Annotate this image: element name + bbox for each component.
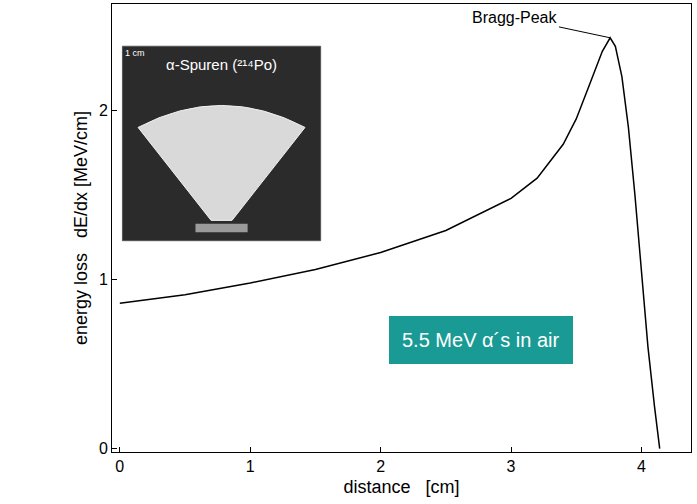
svg-text:1 cm: 1 cm	[125, 48, 145, 58]
svg-text:1: 1	[99, 271, 108, 288]
svg-text:3: 3	[507, 458, 516, 475]
svg-text:α-Spuren (²¹⁴Po): α-Spuren (²¹⁴Po)	[166, 56, 277, 73]
svg-text:0: 0	[115, 458, 124, 475]
svg-text:2: 2	[376, 458, 385, 475]
svg-text:2: 2	[99, 102, 108, 119]
svg-text:energy loss dE/dx [MeV/cm]: energy loss dE/dx [MeV/cm]	[71, 111, 91, 345]
svg-text:4: 4	[637, 458, 646, 475]
svg-text:0: 0	[99, 440, 108, 457]
svg-text:distance [cm]: distance [cm]	[343, 477, 459, 497]
svg-text:Bragg-Peak: Bragg-Peak	[472, 9, 557, 26]
svg-text:5.5 MeV α´s in air: 5.5 MeV α´s in air	[402, 329, 560, 351]
svg-text:1: 1	[246, 458, 255, 475]
